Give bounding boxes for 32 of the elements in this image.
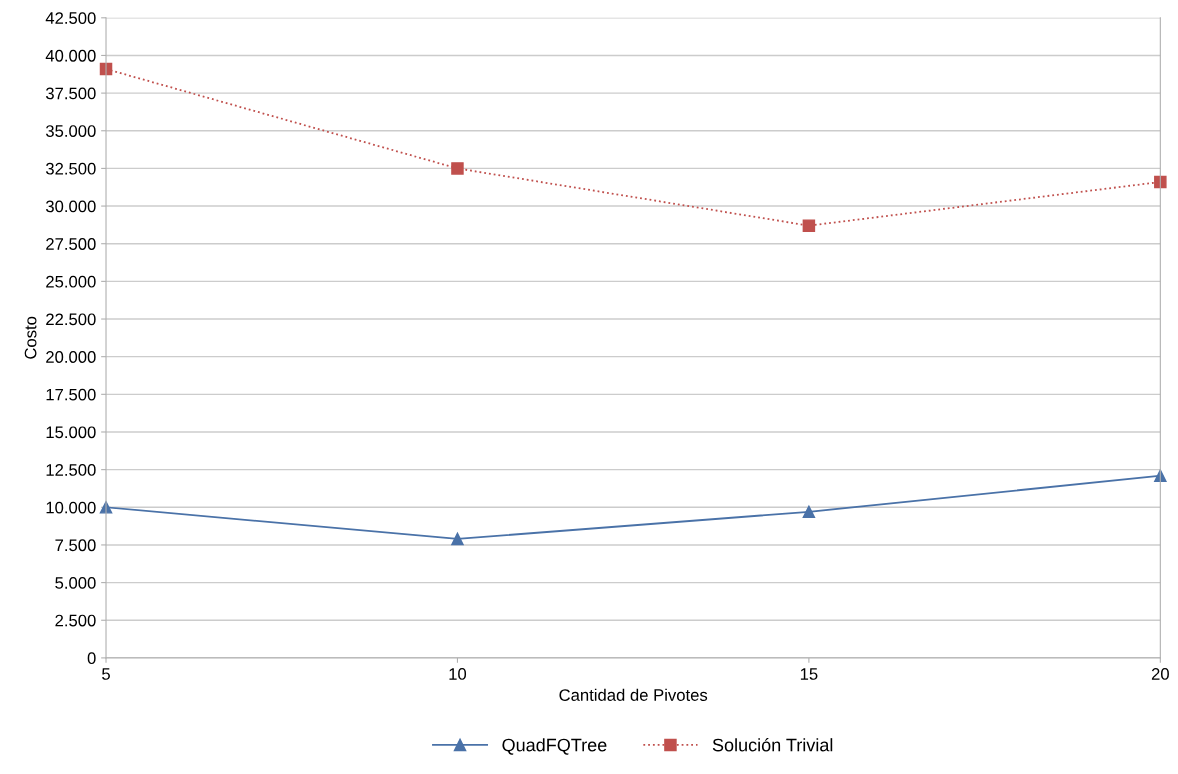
y-tick-label: 0 xyxy=(87,652,96,665)
x-tick-label: 15 xyxy=(800,668,818,680)
legend-label: Solución Trivial xyxy=(712,737,833,752)
point xyxy=(1154,469,1167,482)
point xyxy=(451,532,464,546)
point xyxy=(802,505,816,519)
point xyxy=(451,162,464,175)
y-tick-label: 17.500 xyxy=(46,388,96,401)
y-tick-label: 15.000 xyxy=(46,426,96,439)
y-tick-label: 32.500 xyxy=(45,162,96,175)
y-tick-label: 30.000 xyxy=(45,200,96,213)
y-axis-title: Costo xyxy=(24,316,37,359)
y-tick-label: 20.000 xyxy=(46,351,96,363)
point xyxy=(802,219,816,232)
y-tick-label: 5.000 xyxy=(55,577,96,589)
y-tick-label: 25.000 xyxy=(46,275,96,288)
y-tick-label: 35.000 xyxy=(45,125,96,137)
x-tick-label: 10 xyxy=(449,668,467,680)
x-tick-label: 5 xyxy=(102,668,110,680)
legend-label: QuadFQTree xyxy=(502,738,607,755)
y-tick-label: 42.500 xyxy=(45,12,96,25)
point xyxy=(1154,175,1167,189)
y-tick-label: 10.000 xyxy=(46,501,96,514)
y-tick-label: 27.500 xyxy=(46,238,96,250)
y-tick-label: 22.500 xyxy=(46,313,96,326)
y-tick-label: 12.500 xyxy=(46,464,96,476)
y-tick-label: 7.500 xyxy=(55,539,96,552)
x-tick-label: 20 xyxy=(1151,668,1169,680)
y-tick-label: 40.000 xyxy=(45,49,96,62)
y-tick-label: 37.500 xyxy=(45,87,96,100)
y-tick-label: 2.500 xyxy=(55,614,96,627)
x-axis-title: Cantidad de Pivotes xyxy=(559,688,708,701)
